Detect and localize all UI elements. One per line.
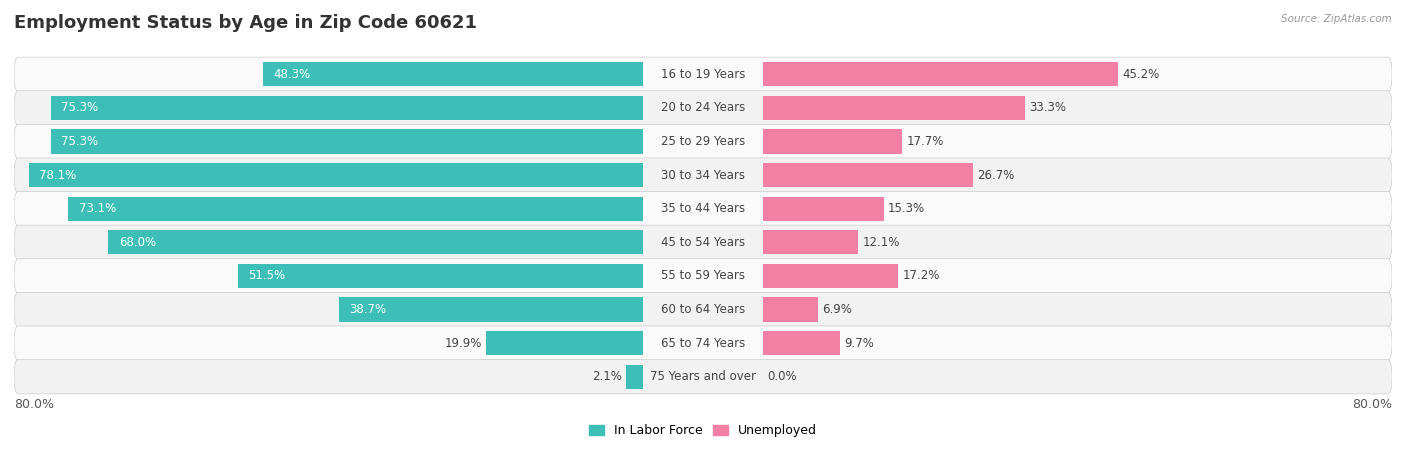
Text: Employment Status by Age in Zip Code 60621: Employment Status by Age in Zip Code 606… (14, 14, 477, 32)
FancyBboxPatch shape (14, 192, 1392, 226)
Bar (763, 197, 883, 221)
Legend: In Labor Force, Unemployed: In Labor Force, Unemployed (583, 419, 823, 442)
FancyBboxPatch shape (14, 359, 1392, 394)
FancyBboxPatch shape (14, 158, 1392, 192)
Text: 48.3%: 48.3% (274, 68, 311, 81)
Text: 12.1%: 12.1% (863, 236, 900, 249)
Bar (69, 197, 643, 221)
Bar (763, 62, 1119, 87)
Bar (30, 163, 643, 187)
Bar (339, 297, 643, 322)
Bar (108, 230, 643, 254)
Text: 2.1%: 2.1% (592, 370, 621, 383)
Text: 55 to 59 Years: 55 to 59 Years (661, 269, 745, 282)
Text: 65 to 74 Years: 65 to 74 Years (661, 336, 745, 350)
FancyBboxPatch shape (14, 124, 1392, 159)
FancyBboxPatch shape (14, 91, 1392, 125)
FancyBboxPatch shape (14, 225, 1392, 259)
Bar (51, 129, 643, 154)
Text: 75.3%: 75.3% (62, 101, 98, 115)
Bar (238, 264, 643, 288)
FancyBboxPatch shape (14, 259, 1392, 293)
FancyBboxPatch shape (14, 57, 1392, 92)
Text: 51.5%: 51.5% (249, 269, 285, 282)
Text: 45 to 54 Years: 45 to 54 Years (661, 236, 745, 249)
Text: 25 to 29 Years: 25 to 29 Years (661, 135, 745, 148)
Text: 0.0%: 0.0% (768, 370, 797, 383)
Text: 17.7%: 17.7% (907, 135, 943, 148)
Text: 75 Years and over: 75 Years and over (650, 370, 756, 383)
Bar (263, 62, 643, 87)
Text: Source: ZipAtlas.com: Source: ZipAtlas.com (1281, 14, 1392, 23)
Text: 33.3%: 33.3% (1029, 101, 1066, 115)
Text: 75.3%: 75.3% (62, 135, 98, 148)
Text: 20 to 24 Years: 20 to 24 Years (661, 101, 745, 115)
Text: 15.3%: 15.3% (887, 202, 925, 215)
Bar (486, 331, 643, 355)
Text: 17.2%: 17.2% (903, 269, 941, 282)
FancyBboxPatch shape (14, 326, 1392, 360)
Text: 45.2%: 45.2% (1123, 68, 1160, 81)
Bar (763, 163, 973, 187)
Text: 16 to 19 Years: 16 to 19 Years (661, 68, 745, 81)
Bar (763, 96, 1025, 120)
Text: 78.1%: 78.1% (39, 169, 76, 182)
Text: 80.0%: 80.0% (1353, 397, 1392, 410)
Bar (763, 264, 898, 288)
Bar (51, 96, 643, 120)
Text: 60 to 64 Years: 60 to 64 Years (661, 303, 745, 316)
Text: 26.7%: 26.7% (977, 169, 1015, 182)
Text: 73.1%: 73.1% (79, 202, 115, 215)
Bar (626, 364, 643, 389)
Bar (763, 297, 817, 322)
Bar (763, 331, 839, 355)
FancyBboxPatch shape (14, 292, 1392, 327)
Text: 35 to 44 Years: 35 to 44 Years (661, 202, 745, 215)
Bar (763, 230, 859, 254)
Bar (763, 129, 903, 154)
Text: 6.9%: 6.9% (823, 303, 852, 316)
Text: 38.7%: 38.7% (349, 303, 387, 316)
Text: 80.0%: 80.0% (14, 397, 53, 410)
Text: 30 to 34 Years: 30 to 34 Years (661, 169, 745, 182)
Text: 68.0%: 68.0% (118, 236, 156, 249)
Text: 19.9%: 19.9% (444, 336, 482, 350)
Text: 9.7%: 9.7% (844, 336, 873, 350)
